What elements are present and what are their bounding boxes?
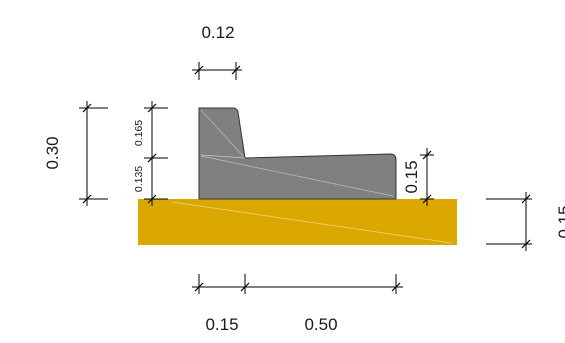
dimension-label-bottom-left: 0.15 <box>205 315 238 334</box>
dimension-label-lower-height: 0.135 <box>133 166 145 192</box>
base-layer-hatch-line <box>171 201 453 244</box>
dimension-split-heights: 0.165 0.135 <box>133 101 168 206</box>
curb-hatch-line <box>200 109 244 157</box>
dimension-gutter-height: 0.15 <box>402 148 434 206</box>
dimension-label-upper-height: 0.165 <box>133 120 145 146</box>
curb-hatch-line <box>200 155 394 197</box>
curb-hatch-line <box>200 154 246 159</box>
dimension-top-width: 0.12 <box>192 23 242 80</box>
dimension-label-total-height: 0.30 <box>43 136 62 169</box>
dimension-bottom-widths: 0.15 0.50 <box>192 274 403 334</box>
dimension-label-bottom-right: 0.50 <box>304 315 337 334</box>
curb-profile <box>198 107 397 200</box>
dimension-total-height: 0.30 <box>43 101 108 206</box>
dimension-base-thickness: 0.15 <box>486 192 565 251</box>
dimension-label-base-thickness: 0.15 <box>555 205 565 238</box>
dimension-label-gutter-height: 0.15 <box>402 160 421 193</box>
base-layer <box>138 199 457 245</box>
dimension-label-top-width: 0.12 <box>201 23 234 42</box>
